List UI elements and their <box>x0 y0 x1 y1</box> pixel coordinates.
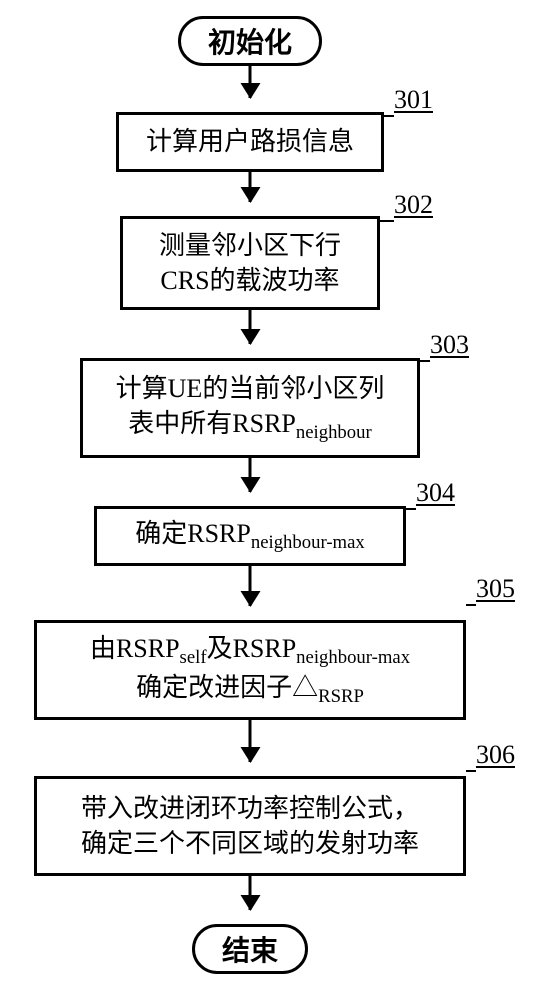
lead-303 <box>420 360 430 362</box>
process-306-text: 带入改进闭环功率控制公式，确定三个不同区域的发射功率 <box>81 791 419 861</box>
process-302: 测量邻小区下行CRS的载波功率 <box>120 216 380 310</box>
step-label-301: 301 <box>394 85 433 115</box>
end-node: 结束 <box>192 924 308 974</box>
arrow-2 <box>249 310 252 344</box>
step-label-304: 304 <box>416 478 455 508</box>
process-303-text: 计算UE的当前邻小区列表中所有RSRPneighbour <box>116 371 385 446</box>
process-304-text: 确定RSRPneighbour-max <box>135 516 365 555</box>
step-label-302: 302 <box>394 190 433 220</box>
process-306: 带入改进闭环功率控制公式，确定三个不同区域的发射功率 <box>34 776 466 876</box>
lead-301 <box>384 115 394 117</box>
arrow-1 <box>249 172 252 202</box>
process-301-text: 计算用户路损信息 <box>146 124 354 159</box>
process-301: 计算用户路损信息 <box>116 112 384 172</box>
process-302-text: 测量邻小区下行CRS的载波功率 <box>159 228 341 298</box>
process-305-text: 由RSRPself及RSRPneighbour-max确定改进因子△RSRP <box>90 631 410 710</box>
end-label: 结束 <box>222 929 278 969</box>
lead-306 <box>466 770 476 772</box>
arrow-6 <box>249 876 252 910</box>
arrow-3 <box>249 458 252 492</box>
lead-304 <box>406 508 416 510</box>
process-305: 由RSRPself及RSRPneighbour-max确定改进因子△RSRP <box>34 620 466 720</box>
lead-305 <box>466 604 476 606</box>
process-304: 确定RSRPneighbour-max <box>94 506 406 566</box>
start-node: 初始化 <box>178 16 322 66</box>
arrow-4 <box>249 566 252 606</box>
start-label: 初始化 <box>208 21 292 61</box>
lead-302 <box>380 220 394 222</box>
arrow-5 <box>249 720 252 762</box>
step-label-303: 303 <box>430 330 469 360</box>
step-label-306: 306 <box>476 740 515 770</box>
arrow-0 <box>249 66 252 98</box>
flowchart-canvas: { "layout": { "canvas": { "w": 533, "h":… <box>0 0 533 1000</box>
step-label-305: 305 <box>476 574 515 604</box>
process-303: 计算UE的当前邻小区列表中所有RSRPneighbour <box>80 358 420 458</box>
